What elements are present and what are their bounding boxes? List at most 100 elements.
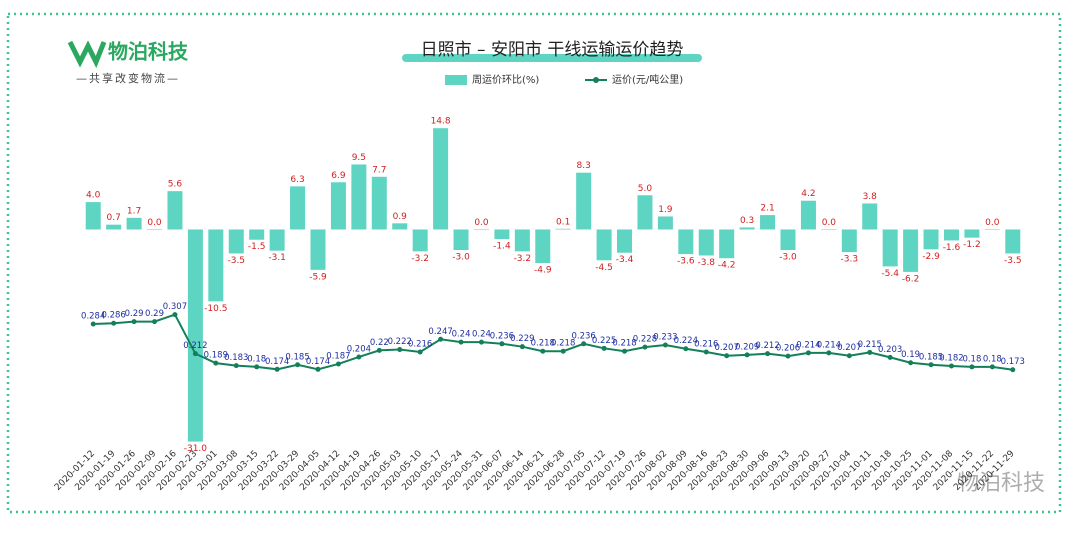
bar-value-label: 2.1: [760, 204, 774, 214]
line-point: [274, 366, 280, 372]
line-value-label: 0.207: [715, 343, 739, 353]
line-point: [90, 321, 96, 327]
line-value-label: 0.286: [101, 311, 125, 321]
line-point: [356, 354, 362, 360]
bar: [228, 229, 244, 254]
line-value-label: 0.203: [878, 345, 902, 355]
line-point: [458, 339, 464, 345]
line-point: [131, 319, 137, 325]
bar: [719, 229, 735, 259]
line-point: [948, 363, 954, 369]
line-value-label: 0.24: [452, 330, 471, 340]
bar-value-label: -1.5: [248, 242, 266, 252]
line-point: [601, 345, 607, 351]
line-point: [315, 366, 321, 372]
line-point: [397, 347, 403, 353]
line-point: [540, 348, 546, 354]
bar: [167, 191, 183, 230]
line-point: [417, 349, 423, 355]
line-point: [213, 360, 219, 366]
line-value-label: 0.185: [285, 352, 309, 362]
bar: [126, 217, 142, 230]
bar: [841, 229, 857, 253]
bar: [371, 176, 387, 230]
line-value-label: 0.224: [674, 336, 698, 346]
line-point: [560, 348, 566, 354]
line-point: [683, 346, 689, 352]
line-value-label: 0.206: [776, 344, 800, 354]
bar: [412, 229, 428, 252]
bar: [678, 229, 694, 255]
line-point: [826, 350, 832, 356]
brand-name: 物泊科技: [108, 40, 189, 64]
bar: [351, 164, 367, 230]
bar-value-label: 4.2: [801, 189, 815, 199]
line-value-label: 0.216: [694, 340, 718, 350]
bar-value-label: 14.8: [431, 117, 451, 127]
bar: [596, 229, 612, 261]
bar-value-label: -6.2: [902, 274, 920, 284]
bar-value-label: -3.2: [411, 254, 429, 264]
line-value-label: 0.247: [428, 327, 452, 337]
brand-slogan: —共享改变物流—: [76, 71, 180, 85]
line-point: [908, 360, 914, 366]
legend-label: 运价(元/吨公里): [612, 73, 683, 86]
line-value-label: 0.209: [735, 342, 759, 352]
bar-value-label: 0.1: [556, 217, 570, 227]
bar: [984, 229, 1000, 230]
line-point: [254, 364, 260, 370]
line-value-label: 0.185: [919, 352, 943, 362]
bar: [310, 229, 326, 270]
line-point: [622, 348, 628, 354]
line-value-label: 0.212: [755, 341, 779, 351]
line-value-label: 0.218: [531, 339, 555, 349]
bar: [187, 229, 203, 442]
bar-value-label: 0.0: [474, 218, 489, 228]
bar: [637, 195, 653, 230]
bar-value-label: -3.0: [452, 253, 470, 263]
bar: [800, 200, 816, 230]
line-value-label: 0.24: [472, 330, 491, 340]
line-value-label: 0.228: [633, 335, 657, 345]
line-value-label: 0.218: [551, 339, 575, 349]
bar-value-label: -3.5: [1004, 256, 1022, 266]
line-point: [928, 362, 934, 368]
bar: [760, 215, 776, 230]
bar-value-label: -2.9: [922, 252, 940, 262]
bar: [453, 229, 469, 250]
bar-value-label: -3.2: [514, 254, 532, 264]
line-value-label: 0.173: [1001, 357, 1025, 367]
line: [93, 313, 1013, 371]
bar: [106, 224, 122, 230]
legend-label: 周运价环比(%): [472, 74, 539, 86]
line-point: [662, 342, 668, 348]
legend-swatch: [593, 77, 599, 83]
bar-value-label: 0.3: [740, 216, 754, 226]
bar-value-label: -3.8: [697, 258, 715, 268]
line-point: [867, 349, 873, 355]
bar: [698, 229, 714, 256]
line-value-label: 0.236: [490, 331, 514, 341]
line-value-label: 0.18: [247, 354, 266, 364]
bar-value-label: 5.6: [168, 180, 183, 190]
bar: [657, 216, 673, 230]
line-point: [376, 347, 382, 353]
line-point: [642, 344, 648, 350]
bar: [903, 229, 919, 272]
bar: [433, 128, 449, 230]
bar-value-label: -3.1: [268, 253, 286, 263]
line-point: [438, 336, 444, 342]
line-point: [989, 364, 995, 370]
bar: [392, 223, 408, 230]
line-point: [805, 350, 811, 356]
bar-value-label: 1.7: [127, 206, 141, 216]
line-value-label: 0.214: [796, 340, 820, 350]
line-value-label: 0.236: [571, 331, 595, 341]
watermark: 物泊科技: [957, 471, 1045, 496]
bar-value-label: 7.7: [372, 165, 386, 175]
line-point: [846, 353, 852, 359]
line-point: [724, 353, 730, 359]
bar: [943, 229, 959, 241]
bar: [576, 172, 592, 230]
